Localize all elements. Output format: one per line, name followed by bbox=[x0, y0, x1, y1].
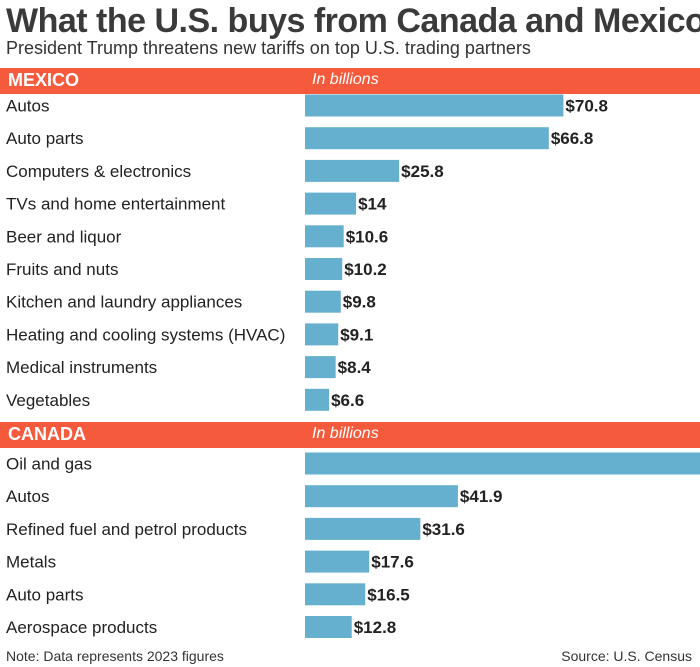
bar-mexico-1 bbox=[305, 127, 549, 150]
section-title-canada: CANADA bbox=[8, 424, 86, 444]
bar-canada-0 bbox=[305, 452, 700, 475]
category-label-mexico-0: Autos bbox=[6, 97, 49, 116]
value-label-mexico-5: $10.2 bbox=[344, 260, 387, 279]
bar-canada-1 bbox=[305, 485, 458, 508]
category-label-mexico-4: Beer and liquor bbox=[6, 227, 122, 246]
source-note: Source: U.S. Census bbox=[561, 648, 692, 664]
category-label-mexico-3: TVs and home entertainment bbox=[6, 195, 226, 214]
bar-canada-4 bbox=[305, 583, 366, 606]
value-label-canada-1: $41.9 bbox=[460, 487, 503, 506]
value-label-mexico-0: $70.8 bbox=[565, 97, 608, 116]
value-label-canada-5: $12.8 bbox=[354, 618, 397, 637]
bar-mexico-4 bbox=[305, 225, 344, 248]
section-header-mexico: MEXICO In billions bbox=[0, 68, 700, 94]
section-header-canada: CANADA In billions bbox=[0, 422, 700, 448]
value-label-mexico-9: $6.6 bbox=[331, 391, 364, 410]
bar-mexico-9 bbox=[305, 388, 330, 411]
category-label-mexico-7: Heating and cooling systems (HVAC) bbox=[6, 325, 285, 344]
category-label-canada-2: Refined fuel and petrol products bbox=[6, 520, 247, 539]
bar-mexico-2 bbox=[305, 159, 400, 182]
page-title: What the U.S. buys from Canada and Mexic… bbox=[6, 2, 700, 40]
category-label-mexico-6: Kitchen and laundry appliances bbox=[6, 293, 242, 312]
value-label-mexico-3: $14 bbox=[358, 195, 387, 214]
bar-canada-3 bbox=[305, 550, 370, 573]
value-label-mexico-2: $25.8 bbox=[401, 162, 444, 181]
category-label-mexico-9: Vegetables bbox=[6, 391, 90, 410]
category-label-mexico-1: Auto parts bbox=[6, 129, 84, 148]
category-label-canada-3: Metals bbox=[6, 553, 56, 572]
bar-mexico-3 bbox=[305, 192, 357, 215]
unit-label-mexico: In billions bbox=[312, 71, 379, 88]
footnote: Note: Data represents 2023 figures bbox=[6, 648, 224, 664]
value-label-canada-4: $16.5 bbox=[367, 585, 410, 604]
value-label-mexico-1: $66.8 bbox=[551, 129, 594, 148]
category-label-canada-5: Aerospace products bbox=[6, 618, 157, 637]
bar-mexico-0 bbox=[305, 94, 564, 117]
unit-label-canada: In billions bbox=[312, 425, 379, 442]
bar-mexico-6 bbox=[305, 290, 341, 313]
value-label-canada-2: $31.6 bbox=[422, 520, 465, 539]
value-label-mexico-7: $9.1 bbox=[340, 325, 373, 344]
value-label-mexico-6: $9.8 bbox=[343, 293, 376, 312]
category-label-canada-4: Auto parts bbox=[6, 585, 84, 604]
category-label-mexico-8: Medical instruments bbox=[6, 358, 157, 377]
value-label-mexico-4: $10.6 bbox=[346, 227, 389, 246]
value-label-canada-3: $17.6 bbox=[371, 553, 414, 572]
value-label-mexico-8: $8.4 bbox=[338, 358, 372, 377]
bar-canada-5 bbox=[305, 616, 352, 638]
category-label-canada-0: Oil and gas bbox=[6, 455, 92, 474]
page-subtitle: President Trump threatens new tariffs on… bbox=[6, 38, 531, 58]
bar-mexico-5 bbox=[305, 258, 343, 280]
bar-canada-2 bbox=[305, 517, 421, 540]
bar-mexico-8 bbox=[305, 356, 336, 379]
category-label-mexico-2: Computers & electronics bbox=[6, 162, 191, 181]
bar-mexico-7 bbox=[305, 323, 339, 346]
section-title-mexico: MEXICO bbox=[8, 70, 80, 90]
category-label-canada-1: Autos bbox=[6, 487, 49, 506]
category-label-mexico-5: Fruits and nuts bbox=[6, 260, 118, 279]
